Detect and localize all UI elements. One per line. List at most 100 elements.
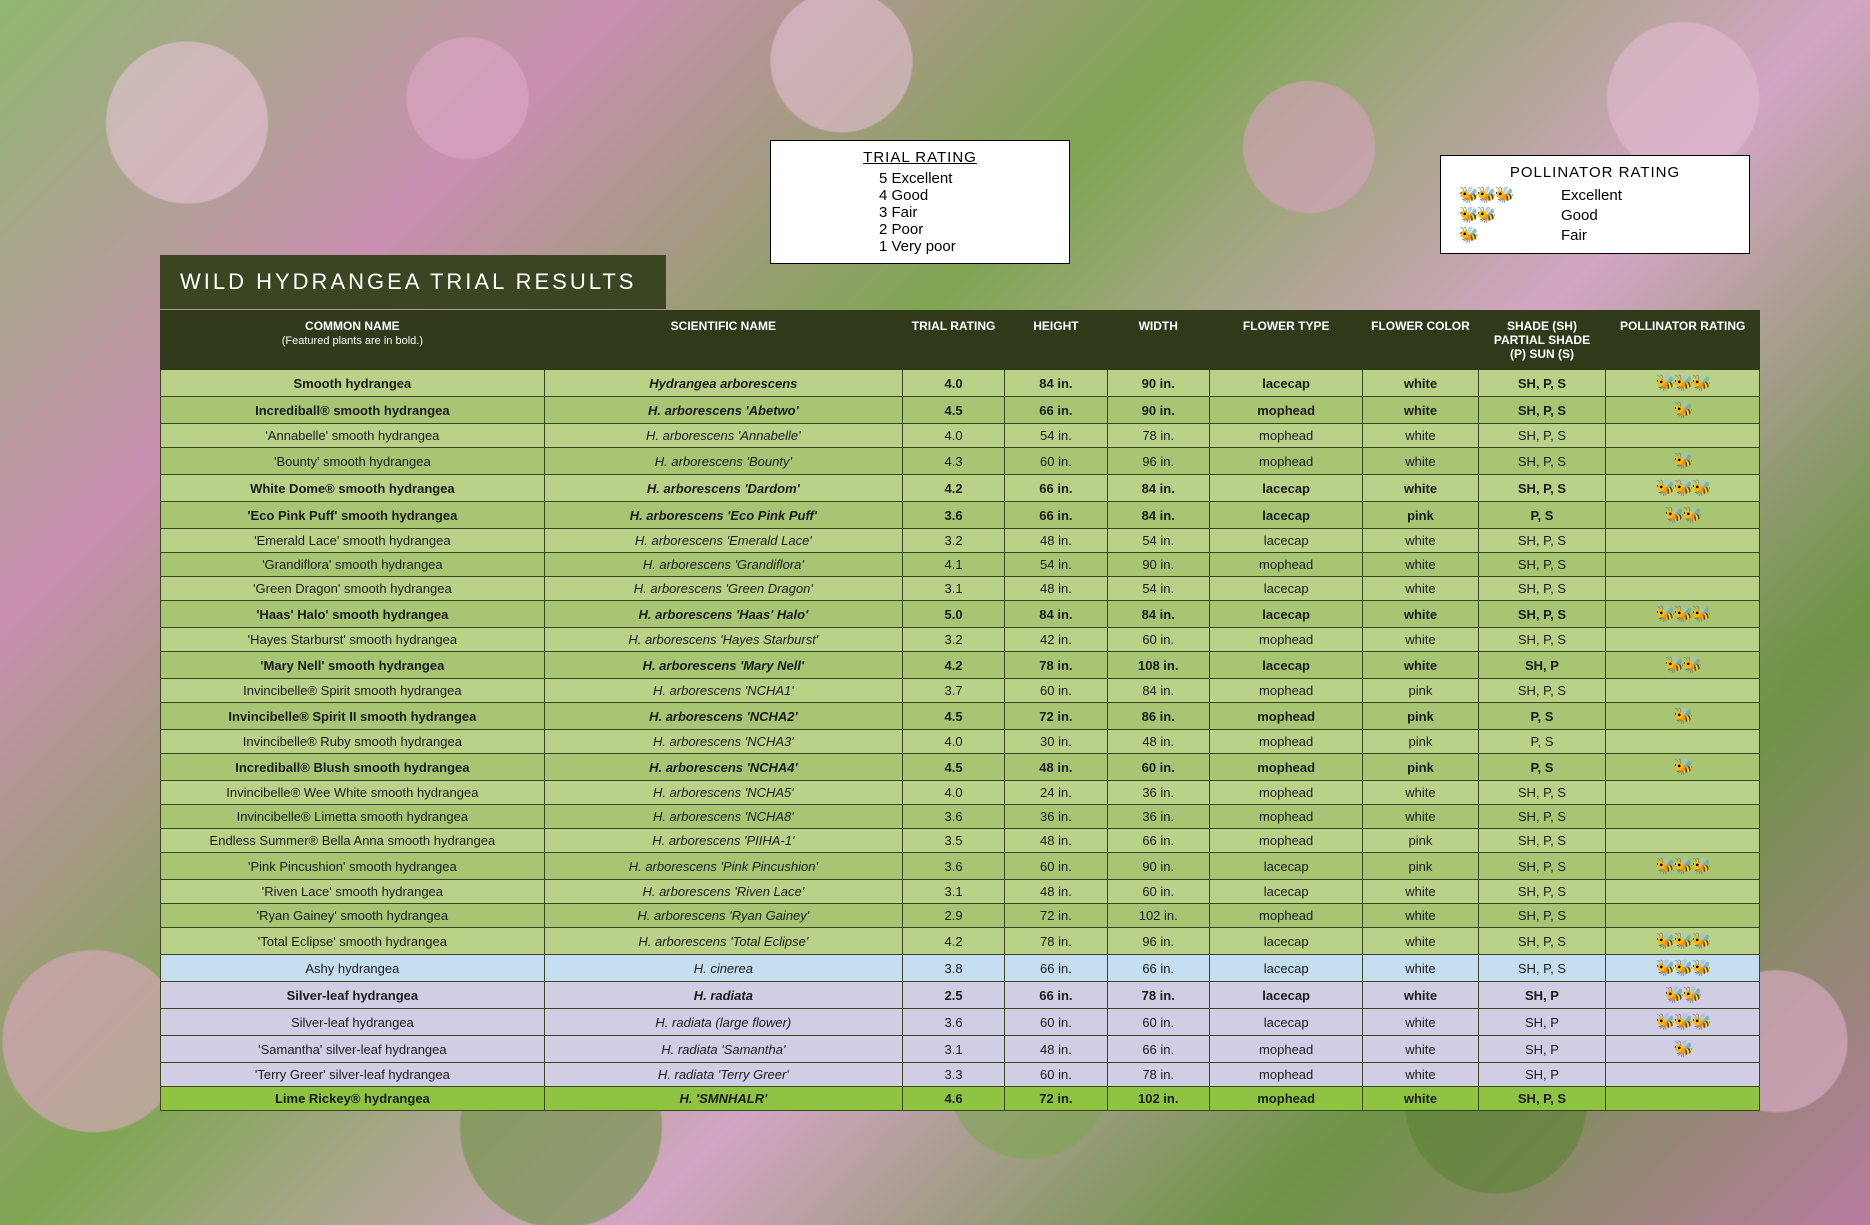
cell-scientific: H. arborescens 'Abetwo' bbox=[544, 397, 902, 424]
cell-common: Ashy hydrangea bbox=[161, 955, 545, 982]
cell-shade: SH, P, S bbox=[1478, 781, 1606, 805]
table-row: Incrediball® smooth hydrangeaH. arboresc… bbox=[161, 397, 1760, 424]
cell-height: 60 in. bbox=[1005, 679, 1107, 703]
bee-icon: 🐝 bbox=[1477, 185, 1497, 205]
table-row: 'Pink Pincushion' smooth hydrangeaH. arb… bbox=[161, 853, 1760, 880]
table-row: 'Grandiflora' smooth hydrangeaH. arbores… bbox=[161, 553, 1760, 577]
trial-legend-row: 4 Good bbox=[789, 187, 1051, 204]
cell-common: 'Eco Pink Puff' smooth hydrangea bbox=[161, 502, 545, 529]
cell-flower-color: pink bbox=[1363, 703, 1478, 730]
cell-pollinator: 🐝🐝 bbox=[1606, 652, 1760, 679]
cell-flower-color: pink bbox=[1363, 754, 1478, 781]
trial-legend-row: 1 Very poor bbox=[789, 238, 1051, 255]
cell-height: 24 in. bbox=[1005, 781, 1107, 805]
cell-rating: 2.9 bbox=[902, 904, 1004, 928]
cell-rating: 3.5 bbox=[902, 829, 1004, 853]
cell-shade: SH, P, S bbox=[1478, 628, 1606, 652]
bee-icon: 🐝 bbox=[1683, 655, 1703, 675]
cell-pollinator bbox=[1606, 553, 1760, 577]
cell-height: 36 in. bbox=[1005, 805, 1107, 829]
poll-legend-title: POLLINATOR RATING bbox=[1459, 164, 1731, 181]
cell-height: 84 in. bbox=[1005, 601, 1107, 628]
cell-scientific: H. arborescens 'NCHA8' bbox=[544, 805, 902, 829]
cell-scientific: H. arborescens 'Bounty' bbox=[544, 448, 902, 475]
cell-width: 90 in. bbox=[1107, 853, 1209, 880]
cell-common: 'Bounty' smooth hydrangea bbox=[161, 448, 545, 475]
bee-icon: 🐝 bbox=[1656, 478, 1676, 498]
cell-width: 66 in. bbox=[1107, 955, 1209, 982]
cell-scientific: H. radiata bbox=[544, 982, 902, 1009]
cell-scientific: H. arborescens 'Eco Pink Puff' bbox=[544, 502, 902, 529]
bee-icon: 🐝 bbox=[1692, 856, 1712, 876]
cell-flower-color: white bbox=[1363, 1009, 1478, 1036]
cell-width: 54 in. bbox=[1107, 577, 1209, 601]
cell-width: 102 in. bbox=[1107, 1087, 1209, 1111]
cell-flower-color: white bbox=[1363, 904, 1478, 928]
cell-common: 'Riven Lace' smooth hydrangea bbox=[161, 880, 545, 904]
cell-shade: SH, P, S bbox=[1478, 577, 1606, 601]
bee-icon: 🐝 bbox=[1674, 604, 1694, 624]
cell-pollinator bbox=[1606, 424, 1760, 448]
trial-legend-row: 2 Poor bbox=[789, 221, 1051, 238]
table-row: 'Samantha' silver-leaf hydrangeaH. radia… bbox=[161, 1036, 1760, 1063]
cell-common: Incrediball® smooth hydrangea bbox=[161, 397, 545, 424]
bee-icon: 🐝 bbox=[1459, 205, 1479, 225]
cell-flower-color: white bbox=[1363, 1087, 1478, 1111]
cell-pollinator: 🐝 bbox=[1606, 703, 1760, 730]
cell-pollinator bbox=[1606, 904, 1760, 928]
cell-common: Lime Rickey® hydrangea bbox=[161, 1087, 545, 1111]
cell-height: 84 in. bbox=[1005, 370, 1107, 397]
cell-width: 84 in. bbox=[1107, 475, 1209, 502]
bee-icon: 🐝 bbox=[1459, 185, 1479, 205]
cell-flower-type: mophead bbox=[1209, 781, 1363, 805]
cell-width: 86 in. bbox=[1107, 703, 1209, 730]
bee-icon: 🐝 bbox=[1459, 225, 1479, 245]
cell-flower-color: white bbox=[1363, 397, 1478, 424]
cell-scientific: H. arborescens 'Mary Nell' bbox=[544, 652, 902, 679]
table-row: Ashy hydrangeaH. cinerea3.866 in.66 in.l… bbox=[161, 955, 1760, 982]
cell-rating: 4.0 bbox=[902, 781, 1004, 805]
cell-height: 42 in. bbox=[1005, 628, 1107, 652]
cell-common: 'Annabelle' smooth hydrangea bbox=[161, 424, 545, 448]
bee-icon: 🐝 bbox=[1692, 478, 1712, 498]
cell-pollinator bbox=[1606, 628, 1760, 652]
cell-flower-type: mophead bbox=[1209, 424, 1363, 448]
cell-flower-color: white bbox=[1363, 781, 1478, 805]
table-row: 'Riven Lace' smooth hydrangeaH. arboresc… bbox=[161, 880, 1760, 904]
cell-shade: SH, P, S bbox=[1478, 679, 1606, 703]
cell-width: 90 in. bbox=[1107, 553, 1209, 577]
cell-pollinator: 🐝🐝 bbox=[1606, 982, 1760, 1009]
table-row: Endless Summer® Bella Anna smooth hydran… bbox=[161, 829, 1760, 853]
table-row: Smooth hydrangeaHydrangea arborescens4.0… bbox=[161, 370, 1760, 397]
cell-common: Smooth hydrangea bbox=[161, 370, 545, 397]
cell-flower-color: pink bbox=[1363, 853, 1478, 880]
cell-shade: SH, P bbox=[1478, 1009, 1606, 1036]
cell-shade: SH, P, S bbox=[1478, 529, 1606, 553]
cell-rating: 3.6 bbox=[902, 502, 1004, 529]
cell-width: 102 in. bbox=[1107, 904, 1209, 928]
cell-flower-color: white bbox=[1363, 553, 1478, 577]
cell-rating: 4.5 bbox=[902, 703, 1004, 730]
cell-shade: SH, P, S bbox=[1478, 475, 1606, 502]
cell-pollinator: 🐝 bbox=[1606, 1036, 1760, 1063]
bee-icon: 🐝 bbox=[1674, 1039, 1694, 1059]
cell-scientific: H. arborescens 'Green Dragon' bbox=[544, 577, 902, 601]
bee-icon: 🐝 bbox=[1674, 1012, 1694, 1032]
bee-icon: 🐝 bbox=[1656, 958, 1676, 978]
cell-width: 78 in. bbox=[1107, 424, 1209, 448]
cell-pollinator: 🐝 bbox=[1606, 397, 1760, 424]
cell-rating: 3.8 bbox=[902, 955, 1004, 982]
cell-pollinator bbox=[1606, 805, 1760, 829]
cell-shade: SH, P, S bbox=[1478, 805, 1606, 829]
cell-height: 48 in. bbox=[1005, 754, 1107, 781]
bee-icon: 🐝 bbox=[1674, 400, 1694, 420]
cell-height: 72 in. bbox=[1005, 1087, 1107, 1111]
cell-height: 72 in. bbox=[1005, 904, 1107, 928]
table-row: 'Emerald Lace' smooth hydrangeaH. arbore… bbox=[161, 529, 1760, 553]
cell-flower-type: lacecap bbox=[1209, 982, 1363, 1009]
bee-icon: 🐝 bbox=[1674, 478, 1694, 498]
cell-width: 90 in. bbox=[1107, 370, 1209, 397]
cell-scientific: H. arborescens 'Haas' Halo' bbox=[544, 601, 902, 628]
cell-scientific: H. arborescens 'Grandiflora' bbox=[544, 553, 902, 577]
bee-icon: 🐝 bbox=[1683, 505, 1703, 525]
